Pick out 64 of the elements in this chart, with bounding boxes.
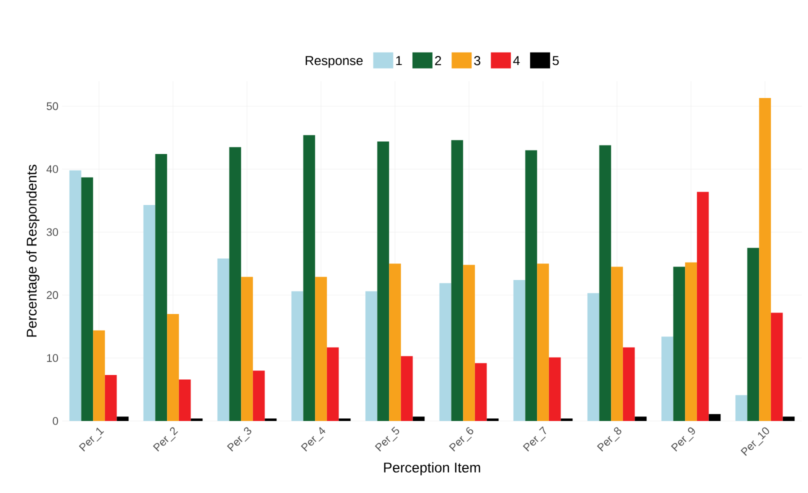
bar bbox=[116, 416, 129, 421]
bar bbox=[696, 192, 709, 421]
bar bbox=[252, 370, 265, 421]
bar bbox=[167, 314, 179, 421]
bar bbox=[673, 266, 686, 421]
legend-title: Response bbox=[306, 56, 363, 68]
bar bbox=[735, 395, 748, 421]
bar bbox=[264, 418, 277, 421]
x-axis-title: Perception Item bbox=[384, 462, 480, 476]
bar bbox=[685, 262, 697, 421]
bar bbox=[708, 414, 721, 421]
bar bbox=[560, 418, 573, 421]
bar bbox=[241, 276, 253, 421]
bar bbox=[104, 375, 117, 421]
y-tick-label: 40 bbox=[46, 165, 58, 174]
bar bbox=[400, 356, 413, 421]
bar bbox=[412, 416, 425, 421]
legend-label: 5 bbox=[552, 56, 559, 66]
bar bbox=[377, 141, 390, 421]
y-tick-label: 50 bbox=[46, 102, 58, 110]
bar bbox=[611, 266, 623, 421]
legend-label: 2 bbox=[435, 56, 442, 66]
bar bbox=[389, 264, 401, 421]
bar bbox=[634, 416, 647, 421]
y-tick-label: 30 bbox=[46, 228, 58, 236]
bar bbox=[315, 276, 327, 421]
bar bbox=[770, 312, 783, 421]
bar bbox=[155, 154, 168, 421]
bar bbox=[338, 418, 351, 421]
bar bbox=[365, 291, 378, 421]
bar bbox=[326, 347, 339, 421]
bar bbox=[599, 145, 612, 421]
bar bbox=[143, 205, 156, 421]
legend-label: 1 bbox=[396, 56, 402, 66]
y-axis-title: Percentage of Respondents bbox=[26, 164, 40, 337]
y-tick-label: 0 bbox=[52, 417, 58, 425]
bar bbox=[661, 336, 674, 421]
bar bbox=[782, 416, 795, 421]
y-tick-label: 20 bbox=[46, 291, 58, 299]
bar bbox=[190, 418, 203, 421]
bar bbox=[537, 264, 549, 421]
bar bbox=[587, 293, 600, 421]
bar bbox=[548, 357, 561, 421]
bar bbox=[303, 135, 316, 421]
bar bbox=[178, 379, 191, 421]
bar bbox=[525, 150, 538, 421]
bar bbox=[229, 147, 242, 421]
bar bbox=[747, 248, 760, 421]
bar bbox=[622, 347, 635, 421]
bar bbox=[69, 170, 82, 421]
bar bbox=[463, 264, 475, 421]
bar bbox=[93, 330, 105, 421]
bar bbox=[474, 363, 487, 421]
legend-label: 4 bbox=[513, 56, 520, 66]
bar bbox=[217, 258, 230, 421]
bar bbox=[451, 140, 464, 421]
bar bbox=[513, 280, 526, 421]
bar bbox=[291, 291, 304, 421]
bar bbox=[81, 177, 94, 421]
bar bbox=[439, 283, 452, 421]
bar bbox=[759, 98, 771, 421]
legend-label: 3 bbox=[474, 56, 480, 66]
bar bbox=[486, 418, 499, 421]
y-tick-label: 10 bbox=[47, 354, 58, 362]
